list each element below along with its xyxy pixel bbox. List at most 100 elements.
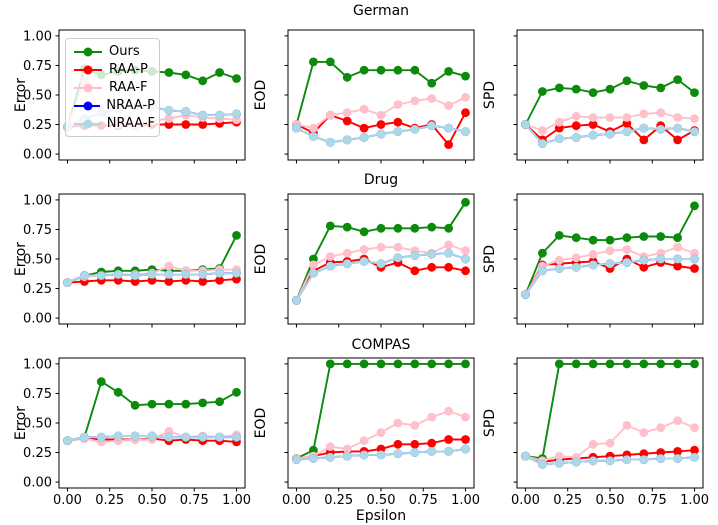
series-marker-nraa-f <box>639 255 649 265</box>
series-marker-nraa-f <box>605 129 615 139</box>
series-marker-ours <box>554 83 564 93</box>
series-marker-nraa-f <box>622 258 632 267</box>
series-marker-nraa-f <box>198 432 208 442</box>
x-tick-label: 0.75 <box>409 493 438 508</box>
series-marker-nraa-f <box>181 270 191 279</box>
series-marker-ours <box>588 235 598 245</box>
series-marker-raa-f <box>673 242 682 252</box>
series-marker-raa-p <box>673 261 682 271</box>
series-marker-ours <box>376 359 386 369</box>
y-axis-label-spd-row3: SPD <box>482 408 498 438</box>
y-tick-label: 0.00 <box>23 312 52 327</box>
series-marker-raa-f <box>461 246 470 256</box>
series-marker-nraa-f <box>521 120 530 129</box>
y-axis-label-spd-row1: SPD <box>482 80 498 110</box>
series-marker-nraa-f <box>571 262 581 272</box>
series-marker-raa-f <box>309 260 318 270</box>
series-marker-nraa-f <box>538 460 547 469</box>
series-marker-raa-f <box>605 113 615 122</box>
y-tick-label: 0.50 <box>23 417 52 432</box>
series-marker-raa-p <box>410 439 420 449</box>
series-marker-nraa-f <box>521 290 530 299</box>
series-marker-ours <box>554 231 564 240</box>
series-marker-raa-f <box>673 416 682 425</box>
series-marker-ours <box>376 223 386 233</box>
series-marker-raa-p <box>393 439 403 449</box>
series-marker-raa-f <box>376 242 386 252</box>
series-marker-ours <box>181 70 191 80</box>
series-marker-nraa-f <box>427 121 437 131</box>
series-marker-ours <box>113 387 123 397</box>
subplot-compas-spd: 0.00 0.25 0.50 0.75 1.00 <box>511 357 709 508</box>
series-marker-raa-f <box>622 421 632 430</box>
series-marker-ours <box>410 65 420 75</box>
series-marker-nraa-f <box>554 458 564 468</box>
series-marker-ours <box>605 235 615 245</box>
series-marker-raa-f <box>325 110 335 120</box>
series-marker-ours <box>622 76 632 86</box>
y-tick-label: 0.75 <box>23 387 52 402</box>
series-marker-ours <box>130 400 140 410</box>
series-marker-raa-f <box>444 240 453 250</box>
x-tick-label: 0.50 <box>138 493 167 508</box>
legend-marker-nraa-p <box>74 101 101 110</box>
series-marker-nraa-f <box>147 431 157 441</box>
axes-spines <box>287 357 475 489</box>
series-marker-raa-p <box>393 117 403 127</box>
series-marker-nraa-f <box>113 270 123 279</box>
series-marker-raa-f <box>444 406 453 416</box>
series-marker-nraa-f <box>232 432 241 442</box>
legend-dot <box>83 47 93 56</box>
series-marker-raa-f <box>393 242 403 252</box>
series-marker-nraa-f <box>639 123 649 133</box>
x-tick-label: 1.00 <box>222 493 251 508</box>
series-marker-nraa-f <box>215 110 225 120</box>
series-marker-ours <box>198 398 208 408</box>
series-marker-nraa-f <box>444 248 453 258</box>
series-marker-ours <box>690 359 699 369</box>
y-axis-label-error-row1: Error <box>13 77 29 113</box>
legend-item-ours: Ours <box>73 43 155 60</box>
series-marker-nraa-f <box>673 254 682 264</box>
series-marker-raa-f <box>393 418 403 428</box>
series-marker-nraa-f <box>461 254 470 264</box>
x-tick-label: 0.00 <box>511 493 540 508</box>
x-tick-label: 1.00 <box>680 493 709 508</box>
series-marker-nraa-f <box>656 124 666 134</box>
series-marker-raa-f <box>359 436 369 446</box>
series-marker-raa-f <box>690 423 699 433</box>
series-marker-ours <box>605 359 615 369</box>
y-axis-label-spd-row2: SPD <box>482 244 498 274</box>
series-marker-nraa-f <box>147 270 157 279</box>
series-marker-ours <box>325 57 335 67</box>
series-marker-ours <box>656 83 666 93</box>
series-marker-raa-p <box>673 135 682 145</box>
series-marker-nraa-f <box>521 451 530 461</box>
series-marker-ours <box>673 359 682 369</box>
legend-marker-ours <box>74 47 102 56</box>
series-marker-nraa-f <box>325 452 335 462</box>
legend-marker-raa-f <box>74 83 102 92</box>
series-marker-ours <box>690 201 699 211</box>
legend-dot <box>83 65 93 74</box>
series-marker-raa-f <box>427 412 437 422</box>
series-marker-raa-f <box>554 451 564 461</box>
series-marker-raa-f <box>673 113 682 122</box>
series-marker-raa-p <box>444 435 453 444</box>
series-marker-raa-f <box>444 101 453 110</box>
series-marker-raa-f <box>639 428 649 437</box>
series-marker-nraa-f <box>538 266 547 276</box>
legend-label-nraa-p: NRAA-P <box>106 98 155 113</box>
series-marker-raa-p <box>164 277 174 286</box>
series-marker-raa-p <box>571 121 581 131</box>
series-marker-nraa-f <box>690 452 699 462</box>
legend: Ours RAA-P RAA-F NRAA-P NRAA-F <box>65 38 160 137</box>
series-marker-nraa-f <box>673 454 682 463</box>
legend-dot <box>83 101 93 110</box>
series-marker-raa-f <box>656 108 666 118</box>
series-marker-nraa-f <box>342 451 352 461</box>
series-marker-raa-f <box>393 100 403 109</box>
series-marker-nraa-f <box>410 124 420 134</box>
y-axis-label-eod-row3: EOD <box>253 407 269 439</box>
series-marker-raa-p <box>215 275 225 285</box>
